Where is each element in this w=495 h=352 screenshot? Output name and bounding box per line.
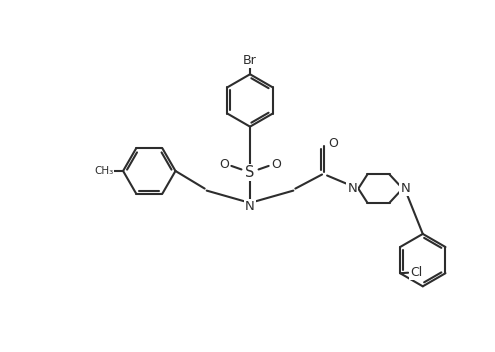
Text: N: N	[347, 182, 357, 195]
Text: S: S	[246, 165, 255, 180]
Text: Br: Br	[243, 54, 257, 67]
Text: O: O	[328, 137, 338, 150]
Text: N: N	[245, 200, 255, 213]
Text: O: O	[219, 158, 229, 171]
Text: CH₃: CH₃	[95, 166, 113, 176]
Text: O: O	[271, 158, 281, 171]
Text: Cl: Cl	[410, 266, 422, 279]
Text: N: N	[400, 182, 410, 195]
